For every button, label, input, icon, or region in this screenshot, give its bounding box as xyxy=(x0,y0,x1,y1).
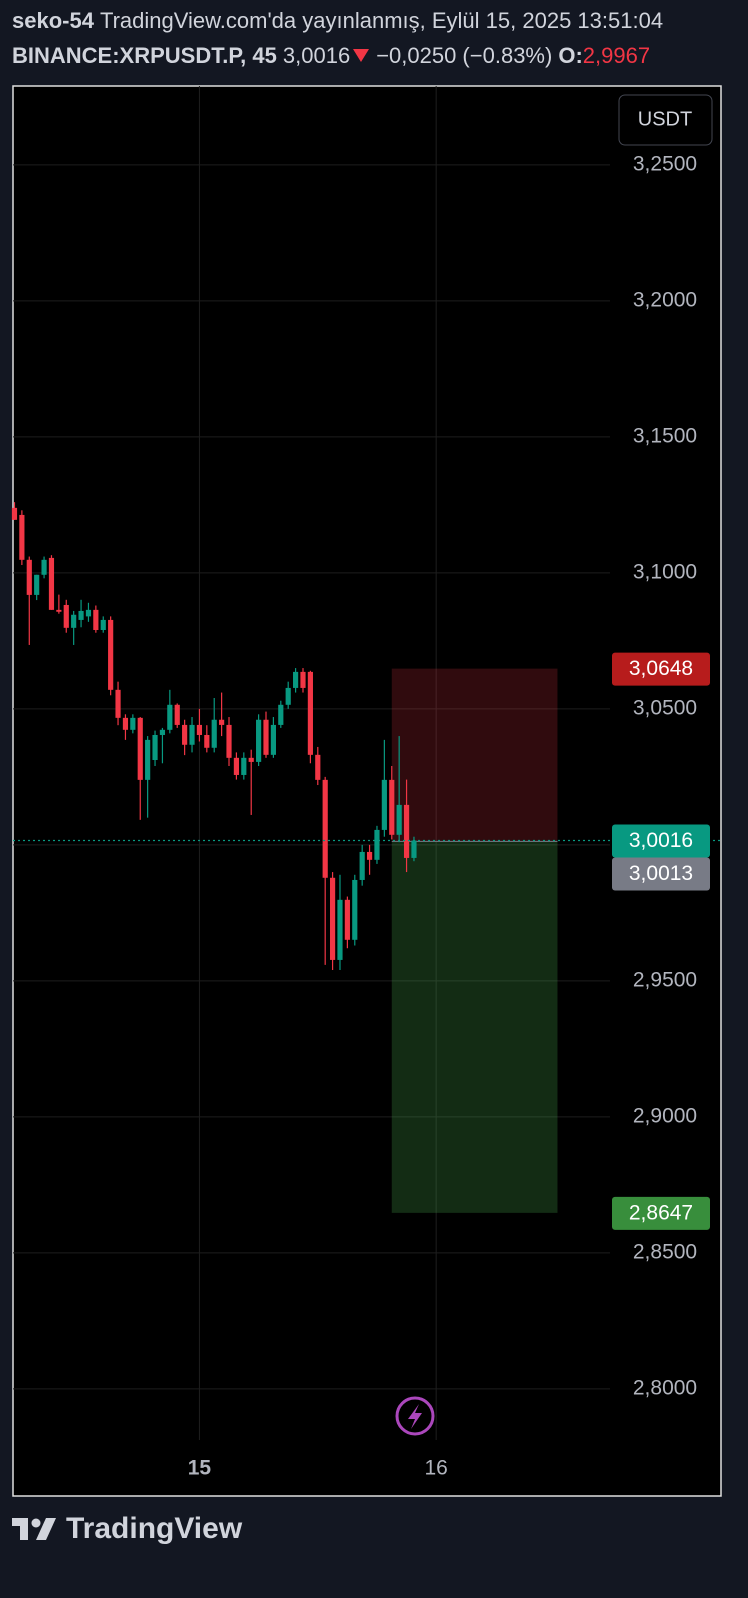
currency[interactable]: USDT xyxy=(638,108,692,130)
candle-body xyxy=(315,754,321,780)
header-line: BINANCE:XRPUSDT.P, 45 3,0016 −0,0250 (−0.8… xyxy=(12,43,748,69)
candle-body xyxy=(152,734,158,761)
y-tick-label: 3,2500 xyxy=(633,152,697,175)
y-tick-label: 2,8500 xyxy=(633,1240,697,1263)
candle-body xyxy=(241,757,247,775)
candle-body xyxy=(26,559,32,595)
x-tick-label: 16 xyxy=(424,1457,447,1480)
brand: TradingView xyxy=(66,1512,243,1545)
candle-body xyxy=(248,757,254,762)
candle-body xyxy=(145,739,151,780)
candle-body xyxy=(108,619,114,690)
last-price: 3,0016 xyxy=(282,43,351,68)
open-value: 2,9967 xyxy=(582,43,651,68)
candle-body xyxy=(403,804,410,858)
stop-tag: 3,0648 xyxy=(629,657,693,680)
candle-body xyxy=(366,851,373,860)
candle-body xyxy=(219,719,225,725)
candle-body xyxy=(344,899,350,940)
y-tick-label: 2,9500 xyxy=(633,968,697,991)
candle-body xyxy=(278,704,284,725)
header-line: seko-54 TradingView.com'da yayınlanmış, E… xyxy=(12,8,748,34)
target-tag: 2,8647 xyxy=(629,1201,693,1224)
last-price-tag: 3,0016 xyxy=(629,829,693,852)
candle-body xyxy=(174,704,180,725)
candle-body xyxy=(78,610,84,620)
candle-body xyxy=(307,671,313,755)
candle-body xyxy=(189,724,195,745)
candle-body xyxy=(329,877,336,960)
candle-body xyxy=(85,609,92,617)
candle-body xyxy=(270,724,276,755)
candle-body xyxy=(285,687,291,705)
candle-body xyxy=(159,729,166,735)
candle-body xyxy=(71,614,77,628)
y-tick-label: 3,0500 xyxy=(633,696,697,719)
candle-body xyxy=(256,719,262,762)
candle-body xyxy=(374,829,380,860)
candle-body xyxy=(100,619,106,630)
candle-body xyxy=(48,557,55,610)
stop-tag-bg xyxy=(612,652,710,686)
symbol: BINANCE:XRPUSDT.P, 45 xyxy=(12,43,277,68)
logo-mark xyxy=(12,1518,56,1540)
candle-body xyxy=(41,559,47,575)
author: seko-54 xyxy=(12,8,94,33)
candle-body xyxy=(389,779,395,835)
y-tick-label: 3,2000 xyxy=(633,288,697,311)
last-price-tag-bg xyxy=(612,824,710,858)
candle-body xyxy=(396,804,402,835)
candle-body xyxy=(381,779,387,830)
candle-body xyxy=(130,717,136,730)
candle-body xyxy=(204,734,210,748)
candle-body xyxy=(293,671,299,688)
lightning-icon[interactable] xyxy=(395,1396,435,1436)
chart-frame xyxy=(12,85,722,1497)
target-tag-bg xyxy=(612,1196,710,1230)
published: TradingView.com'da yayınlanmış, Eylül 15… xyxy=(99,8,664,33)
change: −0,0250 (−0.83%) xyxy=(376,43,553,68)
footer: TradingView xyxy=(12,1512,242,1546)
candle-body xyxy=(137,717,143,780)
candle-body xyxy=(300,671,306,688)
entry-tag: 3,0013 xyxy=(629,862,693,885)
candle-body xyxy=(63,604,69,628)
candle-body xyxy=(233,757,240,775)
candle-body xyxy=(411,840,417,858)
candle-body xyxy=(115,689,121,718)
candle-body xyxy=(263,719,269,755)
open-label: O: xyxy=(558,43,583,68)
candle-body xyxy=(337,899,343,960)
candle-body xyxy=(352,879,358,940)
reward-zone xyxy=(391,841,558,1213)
candle-body xyxy=(359,851,365,880)
candle-body xyxy=(19,514,25,560)
candle-body xyxy=(93,609,99,630)
candle-body xyxy=(196,724,203,735)
candle-body xyxy=(34,574,40,595)
y-tick-label: 2,8000 xyxy=(633,1376,697,1399)
x-tick-label: 15 xyxy=(188,1457,212,1480)
y-tick-label: 3,1000 xyxy=(633,560,697,583)
candle-body xyxy=(122,717,129,730)
currency-button[interactable] xyxy=(618,94,713,146)
candle-body xyxy=(211,719,217,748)
candle-body xyxy=(11,507,18,520)
candle-body xyxy=(322,779,328,878)
risk-zone xyxy=(391,668,558,842)
candle-body xyxy=(56,609,62,612)
y-tick-label: 3,1500 xyxy=(633,424,697,447)
entry-tag-bg xyxy=(612,857,710,891)
down-arrow xyxy=(353,49,370,62)
candle-body xyxy=(226,724,232,758)
candle-body xyxy=(167,704,173,730)
candle-body xyxy=(182,724,188,745)
y-tick-label: 2,9000 xyxy=(633,1104,697,1127)
